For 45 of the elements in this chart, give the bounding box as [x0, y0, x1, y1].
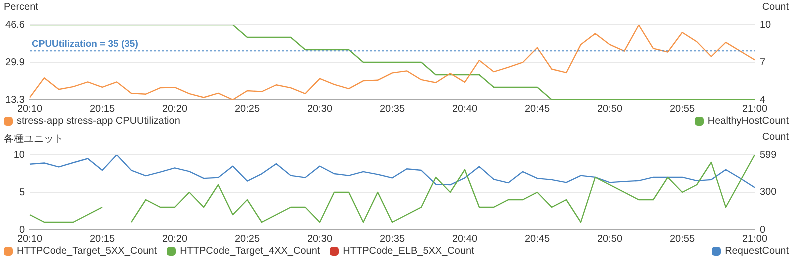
x-tick-label: 20:25	[234, 104, 260, 115]
y-tick-label: 5	[19, 187, 26, 198]
x-tick-label: 20:50	[597, 234, 623, 245]
ref-line-label: CPUUtilization = 35 (35)	[32, 39, 138, 50]
legend-label: HealthyHostCount	[708, 116, 789, 126]
x-tick-label: 20:30	[307, 104, 333, 115]
x-tick-label: 20:45	[524, 234, 550, 245]
legend-label: HTTPCode_ELB_5XX_Count	[343, 246, 474, 256]
legend-label: RequestCount	[725, 246, 789, 256]
y-tick-label: 29.9	[6, 57, 26, 68]
y-tick-label: 46.6	[6, 20, 26, 31]
y2-tick-label: 300	[760, 187, 778, 198]
y-tick-label: 0	[19, 224, 26, 236]
x-tick-label: 20:10	[17, 234, 43, 245]
x-tick-label: 21:00	[742, 104, 768, 115]
y2-tick-label: 7	[760, 57, 766, 68]
y2-axis-title: Count	[762, 2, 789, 13]
x-tick-label: 20:20	[162, 104, 188, 115]
y2-axis-title: Count	[762, 132, 789, 143]
x-tick-label: 20:30	[307, 234, 333, 245]
x-tick-label: 20:40	[452, 104, 478, 115]
x-tick-label: 20:40	[452, 234, 478, 245]
x-tick-label: 20:15	[90, 234, 116, 245]
y2-tick-label: 10	[760, 20, 772, 31]
y-tick-label: 13.3	[6, 94, 26, 106]
x-tick-label: 20:25	[234, 234, 260, 245]
legend-label: HTTPCode_Target_4XX_Count	[180, 246, 320, 256]
y2-tick-label: 4	[760, 94, 766, 106]
x-tick-label: 20:35	[380, 104, 406, 115]
x-tick-label: 21:00	[742, 234, 768, 245]
x-tick-label: 20:35	[380, 234, 406, 245]
legend-label: HTTPCode_Target_5XX_Count	[17, 246, 158, 256]
x-tick-label: 20:50	[597, 104, 623, 115]
x-tick-label: 20:45	[524, 104, 550, 115]
y-tick-label: 10	[14, 150, 26, 161]
x-tick-label: 20:10	[17, 104, 43, 115]
x-tick-label: 20:20	[162, 234, 188, 245]
y2-tick-label: 0	[760, 224, 766, 236]
y-axis-title: Percent	[4, 2, 38, 13]
x-tick-label: 20:55	[670, 234, 696, 245]
y-axis-title: 各種ユニット	[4, 133, 64, 146]
x-tick-label: 20:15	[90, 104, 116, 115]
x-tick-label: 20:55	[670, 104, 696, 115]
legend-label: stress-app stress-app CPUUtilization	[17, 116, 180, 126]
y2-tick-label: 599	[760, 150, 778, 161]
